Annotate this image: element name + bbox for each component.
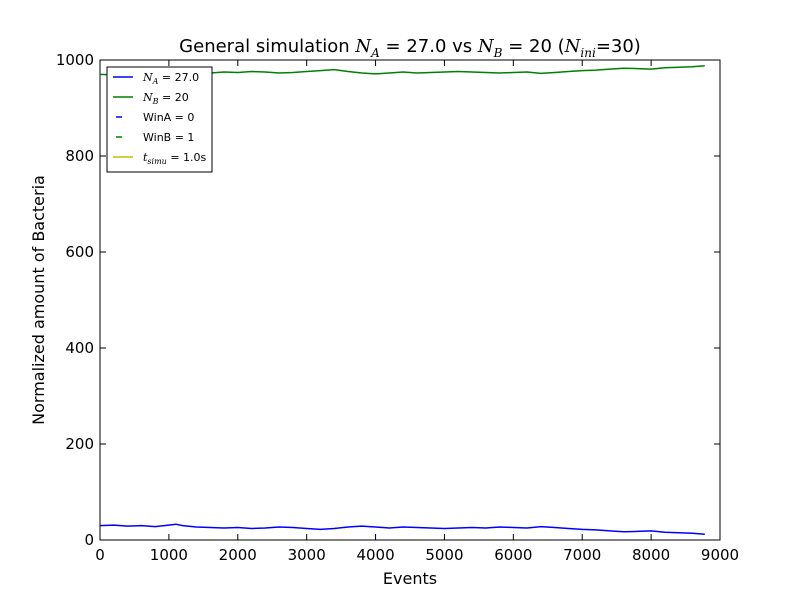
y-tick-label: 0	[84, 531, 94, 549]
y-tick-label: 800	[65, 147, 94, 165]
y-tick-label: 1000	[56, 51, 94, 69]
ticks-layer: 0 1000 2000 3000 4000 5000 6000 7000 8000 9000 0 20…	[56, 51, 739, 564]
x-tick-label: 2000	[219, 546, 257, 564]
x-tick-label: 1000	[150, 546, 188, 564]
legend-label-2: WinA = 0	[143, 111, 194, 124]
x-tick-label: 5000	[425, 546, 463, 564]
legend: NA = 27.0 NB = 20 WinA = 0 WinB = 1 tsimu = …	[106, 66, 213, 173]
y-tick-label: 400	[65, 339, 94, 357]
chart-title: General simulation NA = 27.0 vs NB = 20 …	[179, 36, 641, 60]
legend-label-1: NB = 20	[142, 91, 189, 106]
x-tick-label: 9000	[701, 546, 739, 564]
series-line-0	[99, 523, 705, 535]
y-tick-label: 600	[65, 243, 94, 261]
legend-label-4: tsimu = 1.0s	[143, 151, 207, 166]
x-tick-label: 3000	[288, 546, 326, 564]
y-axis-label: Normalized amount of Bacteria	[29, 175, 48, 425]
legend-box	[106, 66, 213, 173]
legend-label-0: NA = 27.0	[142, 71, 199, 86]
x-tick-label: 7000	[563, 546, 601, 564]
x-tick-label: 0	[95, 546, 105, 564]
y-tick-label: 200	[65, 435, 94, 453]
x-axis-label: Events	[383, 569, 437, 588]
x-tick-label: 4000	[356, 546, 394, 564]
legend-label-3: WinB = 1	[143, 131, 194, 144]
x-tick-label: 6000	[494, 546, 532, 564]
x-tick-label: 8000	[632, 546, 670, 564]
